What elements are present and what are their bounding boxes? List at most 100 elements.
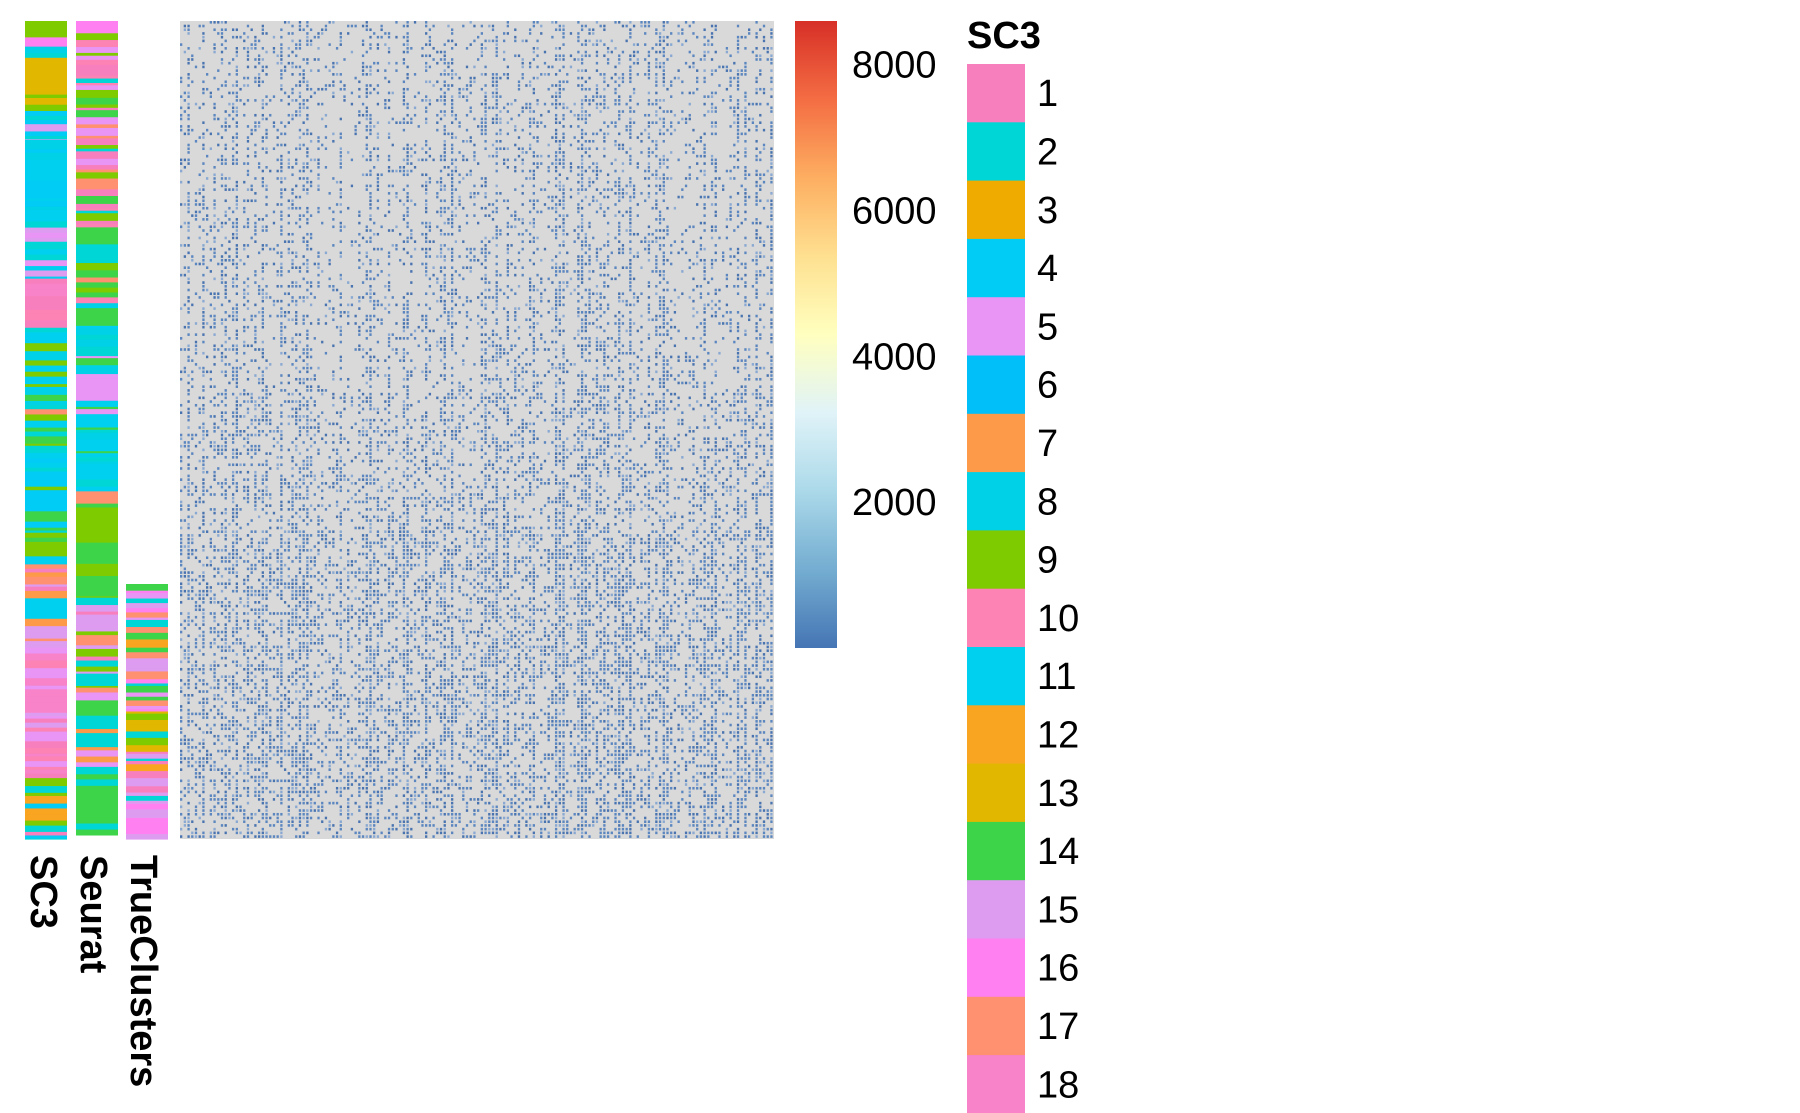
heatmap-cell: [376, 177, 380, 180]
heatmap-cell: [744, 169, 747, 173]
heatmap-cell: [373, 303, 376, 307]
heatmap-cell: [647, 162, 651, 165]
heatmap-cell: [313, 35, 316, 39]
heatmap-cell: [220, 221, 224, 225]
heatmap-cell: [425, 188, 428, 191]
heatmap-cell: [306, 240, 309, 243]
heatmap-cell: [376, 199, 380, 203]
heatmap-cell: [562, 221, 565, 225]
heatmap-cell: [447, 247, 450, 251]
heatmap-cell: [469, 80, 472, 84]
heatmap-cell: [655, 333, 658, 336]
heatmap-cell: [655, 229, 658, 232]
heatmap-cell: [495, 244, 498, 247]
heatmap-cell: [551, 199, 554, 203]
heatmap-cell: [580, 132, 584, 136]
heatmap-cell: [595, 43, 599, 46]
heatmap-cell: [632, 184, 636, 188]
heatmap-cell: [658, 273, 662, 277]
heatmap-cell: [235, 184, 238, 188]
heatmap-cell: [662, 180, 665, 184]
heatmap-cell: [484, 266, 487, 269]
heatmap-cell: [454, 351, 458, 355]
annotation-cell: [25, 232, 67, 239]
heatmap-cell: [436, 225, 439, 229]
heatmap-cell: [562, 184, 565, 188]
annotation-cell: [76, 130, 118, 137]
heatmap-cell: [506, 232, 509, 236]
heatmap-cell: [651, 392, 654, 396]
heatmap-cell: [261, 47, 264, 50]
heatmap-cell: [228, 299, 231, 303]
heatmap-cell: [287, 206, 290, 210]
heatmap-cell: [402, 337, 406, 340]
heatmap-cell: [287, 270, 290, 273]
heatmap-cell: [710, 73, 714, 76]
heatmap-cell: [387, 355, 391, 359]
heatmap-cell: [558, 329, 561, 333]
heatmap-cell: [699, 136, 703, 139]
heatmap-cell: [577, 374, 580, 377]
heatmap-cell: [558, 58, 561, 61]
heatmap-cell: [265, 359, 268, 362]
heatmap-cell: [729, 214, 732, 217]
heatmap-cell: [707, 195, 710, 199]
heatmap-cell: [254, 121, 257, 124]
heatmap-cell: [276, 143, 279, 147]
heatmap-cell: [766, 400, 769, 403]
annotation-cell: [126, 700, 168, 707]
heatmap-cell: [714, 374, 717, 377]
heatmap-cell: [183, 221, 187, 225]
heatmap-cell: [610, 162, 613, 165]
heatmap-cell: [443, 184, 446, 188]
heatmap-cell: [762, 91, 766, 95]
heatmap-cell: [369, 73, 372, 76]
heatmap-cell: [376, 299, 380, 303]
heatmap-cell: [762, 24, 766, 28]
heatmap-cell: [562, 58, 565, 61]
heatmap-cell: [187, 151, 190, 154]
heatmap-cell: [387, 381, 391, 385]
heatmap-cell: [365, 370, 368, 374]
heatmap-cell: [425, 255, 428, 258]
heatmap-cell: [298, 284, 302, 288]
heatmap-cell: [588, 262, 591, 266]
heatmap-cell: [239, 35, 242, 39]
heatmap-cell: [770, 244, 773, 247]
heatmap-cell: [599, 39, 602, 43]
heatmap-cell: [254, 192, 257, 195]
heatmap-cell: [451, 322, 454, 325]
heatmap-cell: [480, 363, 484, 366]
heatmap-cell: [295, 311, 298, 314]
heatmap-cell: [280, 255, 283, 258]
heatmap-cell: [658, 166, 662, 169]
heatmap-cell: [755, 91, 758, 95]
annotation-cell: [25, 613, 67, 620]
heatmap-cell: [254, 99, 257, 102]
heatmap-cell: [770, 292, 773, 296]
heatmap-cell: [562, 43, 565, 46]
heatmap-cell: [580, 169, 584, 173]
heatmap-cell: [688, 173, 691, 177]
heatmap-cell: [714, 359, 717, 362]
heatmap-cell: [254, 348, 257, 351]
heatmap-cell: [762, 87, 766, 91]
heatmap-cell: [406, 337, 409, 340]
heatmap-cell: [606, 389, 610, 392]
heatmap-cell: [703, 266, 706, 269]
heatmap-cell: [606, 400, 610, 403]
heatmap-cell: [361, 69, 365, 72]
heatmap-cell: [770, 318, 773, 322]
heatmap-cell: [228, 102, 231, 106]
heatmap-cell: [688, 374, 691, 377]
heatmap-cell: [246, 344, 250, 348]
heatmap-cell: [521, 65, 524, 69]
heatmap-cell: [387, 91, 391, 95]
heatmap-cell: [235, 199, 238, 203]
heatmap-cell: [387, 281, 391, 284]
heatmap-cell: [321, 270, 324, 273]
heatmap-cell: [632, 24, 636, 28]
heatmap-cell: [751, 117, 755, 121]
heatmap-cell: [306, 106, 309, 110]
heatmap-cell: [213, 21, 216, 24]
